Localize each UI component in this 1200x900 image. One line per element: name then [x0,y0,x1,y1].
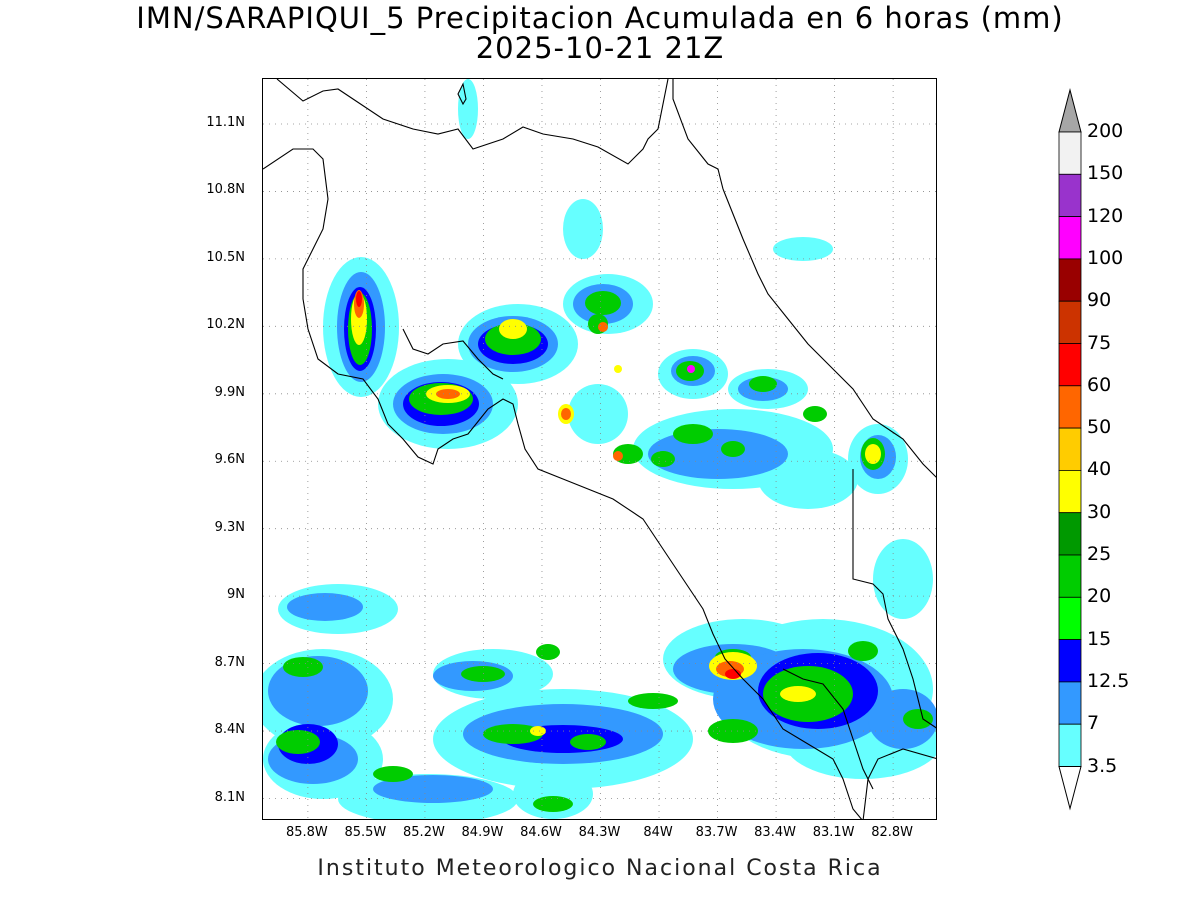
lon-tick-label: 85.5W [344,825,387,840]
colorbar-label: 75 [1087,331,1112,354]
lat-tick-label: 8.1N [214,789,245,805]
lat-tick-label: 11.1N [206,114,245,130]
colorbar-label: 3.5 [1087,754,1118,777]
colorbar-swatch [1058,639,1082,683]
colorbar-label: 25 [1087,543,1112,565]
colorbar-label: 30 [1087,500,1112,523]
colorbar-swatch [1058,385,1082,429]
lon-tick-label: 85.8W [285,825,328,840]
lat-tick-label: 10.5N [206,249,245,265]
colorbar-label: 200 [1087,120,1124,142]
colorbar-swatch [1058,723,1082,767]
precipitation-field [263,79,936,819]
colorbar-label: 40 [1087,458,1112,481]
lat-tick-label: 9.3N [214,519,245,535]
colorbar-label: 90 [1087,289,1112,312]
colorbar-swatch [1058,300,1082,344]
lon-tick-label: 84.3W [578,825,621,840]
colorbar-label: 60 [1087,373,1112,396]
colorbar-swatch [1058,427,1082,471]
colorbar-over-arrow [1058,88,1082,133]
lat-tick-label: 9.9N [214,384,245,400]
lat-tick-label: 10.2N [206,317,245,333]
colorbar-label: 20 [1087,585,1112,608]
map-valid-time: 2025-10-21 21Z [475,31,725,65]
colorbar-label: 7 [1087,712,1100,735]
colorbar-label: 12.5 [1087,669,1130,692]
colorbar-swatch [1058,554,1082,598]
colorbar-swatch [1058,131,1082,175]
lon-tick-label: 83.1W [812,825,855,840]
colorbar-label: 150 [1087,162,1124,185]
colorbar-swatch [1058,596,1082,640]
colorbar-swatch [1058,512,1082,556]
colorbar-label: 100 [1087,246,1124,269]
footer-credit: Instituto Meteorologico Nacional Costa R… [317,856,883,881]
lat-tick-label: 10.8N [206,182,245,198]
map-title: IMN/SARAPIQUI_5 Precipitacion Acumulada … [136,1,1064,35]
country-boundaries [263,79,936,819]
lat-tick-label: 9.6N [214,452,245,468]
colorbar-swatch [1058,681,1082,725]
lat-tick-label: 8.7N [214,654,245,670]
colorbar [1058,88,1082,811]
lon-tick-label: 84.9W [461,825,504,840]
map-canvas [263,79,936,819]
lat-tick-label: 9N [227,587,245,603]
colorbar-swatch [1058,216,1082,260]
colorbar-swatch [1058,469,1082,514]
lon-tick-label: 84.6W [520,825,562,840]
colorbar-swatch [1058,258,1082,302]
lon-tick-label: 82.8W [871,825,914,840]
lon-tick-label: 85.2W [403,825,445,840]
lat-tick-label: 8.4N [214,722,245,738]
colorbar-swatch [1058,343,1082,387]
precipitation-map [262,78,937,820]
lon-tick-label: 83.4W [754,825,796,840]
lon-tick-label: 83.7W [695,825,738,840]
colorbar-label: 50 [1087,416,1112,439]
colorbar-label: 15 [1087,627,1112,650]
colorbar-swatch [1058,173,1082,218]
colorbar-label: 120 [1087,204,1124,227]
colorbar-under-arrow [1058,766,1082,811]
graticule [263,79,936,819]
lon-tick-label: 84W [643,825,673,840]
